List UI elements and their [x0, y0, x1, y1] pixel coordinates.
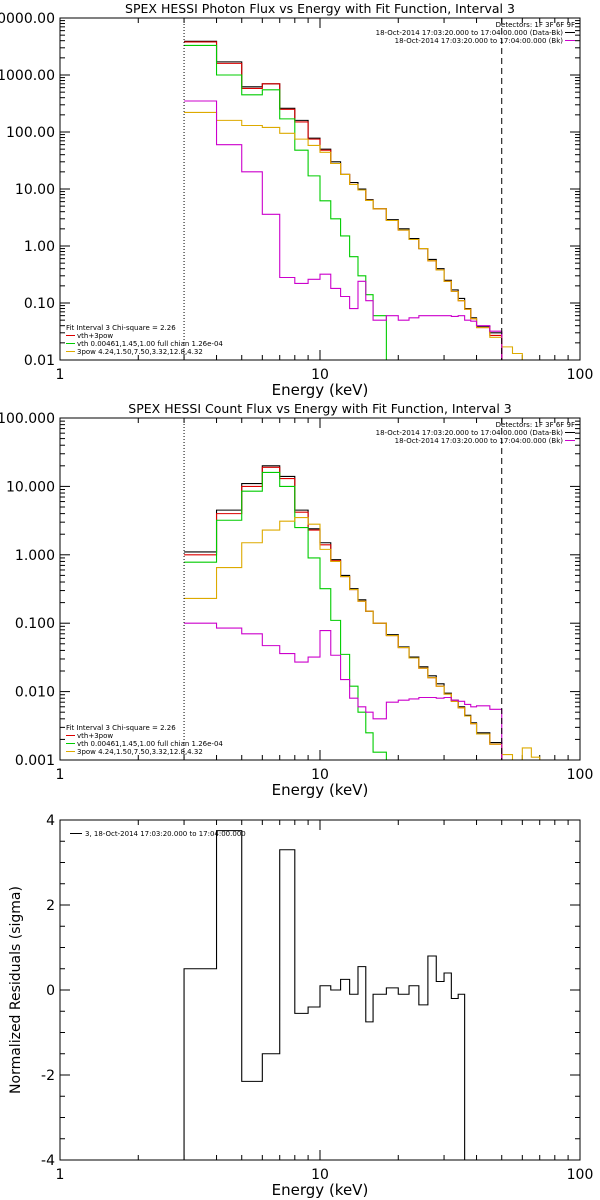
fit-legend-label: vth+3pow	[77, 732, 113, 740]
plot-frame	[59, 819, 581, 1161]
fit-legend-label: vth 0.00461,1.45,1.00 full chian 1.26e-0…	[77, 340, 223, 348]
x-tick-label: 10	[311, 367, 329, 383]
series-line-0	[184, 465, 503, 760]
fit-legend-label: vth+3pow	[77, 332, 113, 340]
y-tick-label: 1.00	[24, 239, 55, 255]
y-tick-label: -4	[41, 1153, 55, 1169]
y-tick-label: 0.001	[15, 753, 55, 769]
series-line-2	[184, 44, 387, 360]
y-tick-label: -2	[41, 1068, 55, 1084]
y-tick-label: 0.010	[15, 685, 55, 701]
x-tick-label: 100	[567, 367, 594, 383]
y-tick-label: 10000.00	[0, 11, 55, 27]
count-flux-panel: SPEX HESSI Count Flux vs Energy with Fit…	[0, 401, 593, 799]
fit-legend-header: Fit Interval 3 Chi-square = 2.26	[66, 724, 176, 732]
fit-legend-label: vth 0.00461,1.45,1.00 full chian 1.26e-0…	[77, 740, 223, 748]
data-series	[183, 830, 466, 1160]
interval-legend-label: 18-Oct-2014 17:03:20.000 to 17:04:00.000…	[376, 429, 564, 437]
fit-legend-label: 3pow 4.24,1.50,7.50,3.32,12.8,4.32	[77, 348, 203, 356]
data-series	[184, 40, 541, 360]
y-tick-label: 0.100	[15, 616, 55, 632]
x-axis-label: Energy (keV)	[272, 781, 369, 799]
residual-legend-label: 3, 18-Oct-2014 17:03:20.000 to 17:04:00.…	[85, 830, 246, 838]
y-axis-label: Normalized Residuals (sigma)	[8, 886, 24, 1094]
x-tick-label: 10	[311, 1167, 329, 1183]
y-tick-label: 0.10	[24, 296, 55, 312]
x-tick-label: 1	[56, 1167, 65, 1183]
series-line-2	[184, 471, 399, 760]
x-tick-label: 1	[56, 767, 65, 783]
chart-title: SPEX HESSI Photon Flux vs Energy with Fi…	[125, 1, 515, 16]
fit-legend-label: 3pow 4.24,1.50,7.50,3.32,12.8,4.32	[77, 748, 203, 756]
x-tick-label: 100	[567, 1167, 594, 1183]
series-line-1	[184, 41, 503, 360]
series-line-0	[183, 830, 466, 1160]
chart-title: SPEX HESSI Count Flux vs Energy with Fit…	[128, 401, 511, 416]
x-axis-label: Energy (keV)	[272, 1181, 369, 1199]
data-series	[184, 465, 549, 760]
x-tick-label: 100	[567, 767, 594, 783]
y-tick-label: 0	[46, 983, 55, 999]
y-tick-label: 1.000	[15, 548, 55, 564]
y-tick-label: 100.00	[6, 125, 55, 141]
y-tick-label: 2	[46, 898, 55, 914]
interval-legend-label: 18-Oct-2014 17:03:20.000 to 17:04:00.000…	[395, 37, 564, 45]
y-tick-label: 10.00	[15, 182, 55, 198]
detectors-label: Detectors: 1F 3F 6F 9F	[496, 421, 575, 429]
interval-legend-label: 18-Oct-2014 17:03:20.000 to 17:04:00.000…	[376, 29, 564, 37]
fit-legend-header: Fit Interval 3 Chi-square = 2.26	[66, 324, 176, 332]
series-line-4	[184, 622, 503, 760]
x-tick-label: 1	[56, 367, 65, 383]
series-line-4	[184, 100, 503, 360]
x-tick-label: 10	[311, 767, 329, 783]
y-tick-label: 0.01	[24, 353, 55, 369]
y-tick-label: 4	[46, 813, 55, 829]
series-line-0	[184, 40, 503, 360]
plot-frame	[59, 17, 581, 361]
series-line-1	[184, 466, 503, 760]
interval-legend-label: 18-Oct-2014 17:03:20.000 to 17:04:00.000…	[395, 437, 564, 445]
y-tick-label: 1000.00	[0, 68, 55, 84]
series-line-3	[184, 111, 541, 360]
x-axis-label: Energy (keV)	[272, 381, 369, 399]
detectors-label: Detectors: 1F 3F 6F 9F	[496, 21, 575, 29]
y-tick-label: 10.000	[6, 479, 55, 495]
photon-flux-panel: SPEX HESSI Photon Flux vs Energy with Fi…	[0, 1, 593, 399]
plot-frame	[59, 417, 581, 761]
y-tick-label: 100.000	[0, 411, 55, 427]
residuals-panel: 1 10 100 Energy (keV) -4 -2 0 2 4 Normalized Resi…	[8, 813, 593, 1199]
